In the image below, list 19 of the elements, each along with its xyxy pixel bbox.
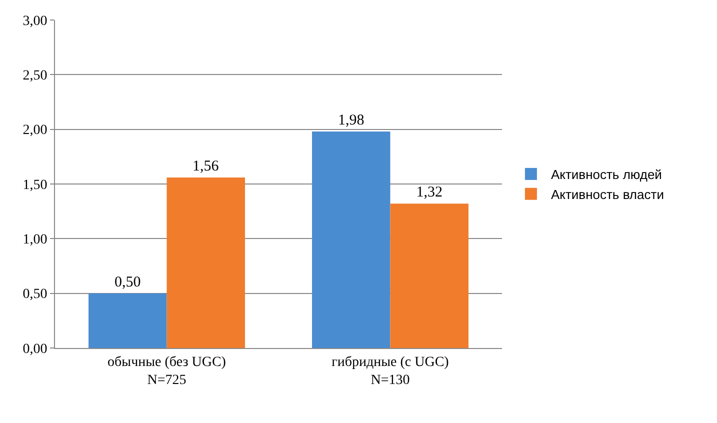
data-label: 1,98	[338, 112, 364, 129]
data-label: 1,56	[192, 158, 220, 174]
bar	[88, 293, 167, 348]
legend-label: Активность власти	[550, 186, 664, 202]
bar	[390, 204, 468, 348]
y-tick-label: 3,00	[22, 14, 48, 29]
y-tick-label: 0,00	[22, 342, 48, 357]
y-tick-label: 2,00	[22, 123, 48, 138]
y-tick-label: 0,50	[22, 287, 48, 302]
y-tick-label: 1,00	[22, 232, 48, 248]
bar	[312, 132, 390, 348]
x-tick-label: обычные (без UGC) N=725	[108, 354, 226, 388]
data-label: 1,32	[416, 184, 442, 201]
x-tick-label: гибридные (с UGC) N=130	[332, 354, 450, 388]
y-tick-label: 1,50	[22, 178, 48, 193]
data-label: 0,50	[114, 274, 141, 290]
y-tick-label: 2,50	[22, 68, 48, 84]
bar	[166, 177, 245, 348]
legend-label: Активность людей	[550, 167, 662, 182]
